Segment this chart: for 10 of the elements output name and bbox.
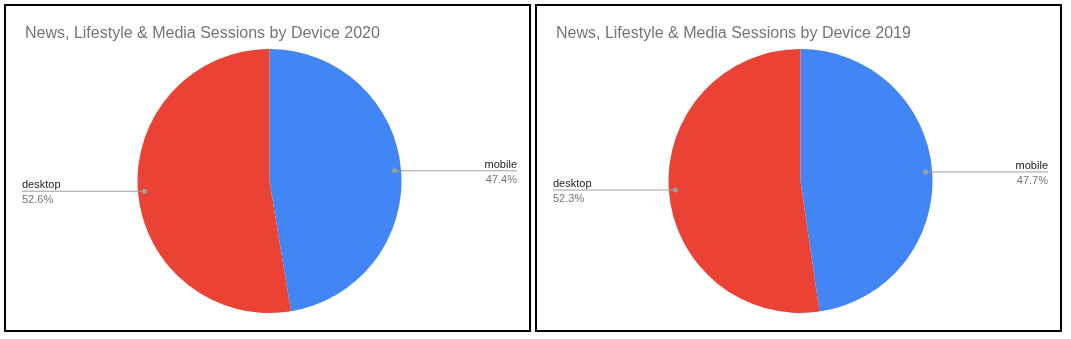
- slice-label: desktop: [553, 177, 592, 190]
- data-label: 47.4%: [485, 172, 518, 185]
- slice-label: mobile: [1015, 158, 1048, 171]
- data-label: 52.6%: [22, 193, 54, 206]
- slice-label: mobile: [484, 157, 517, 170]
- chart-title: News, Lifestyle & Media Sessions by Device 2020: [25, 24, 380, 41]
- slice-label: desktop: [22, 178, 61, 191]
- chart-title: News, Lifestyle & Media Sessions by Device 2019: [556, 24, 911, 41]
- data-label: 52.3%: [553, 192, 585, 205]
- data-label: 47.7%: [1016, 173, 1049, 186]
